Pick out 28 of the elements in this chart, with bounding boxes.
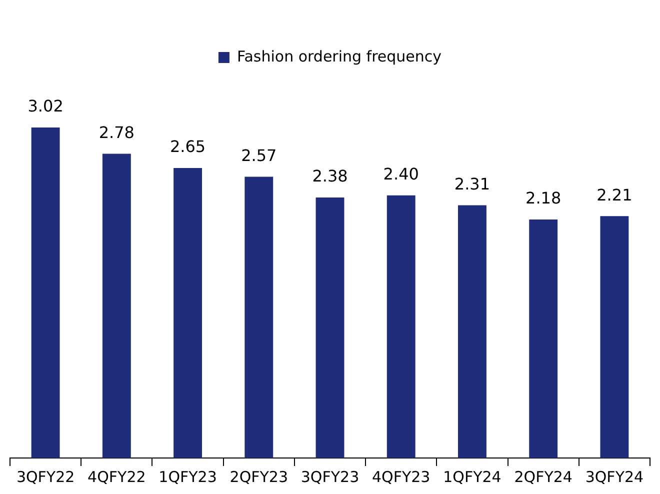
bar — [316, 198, 344, 458]
x-tick-label: 3QFY23 — [300, 468, 360, 486]
bar — [102, 154, 131, 458]
x-tick-label: 3QFY22 — [16, 468, 75, 486]
bar — [386, 195, 416, 458]
x-tick-label: 2QFY23 — [230, 468, 288, 486]
bar — [244, 176, 274, 458]
bar — [174, 168, 202, 458]
data-label: 2.21 — [596, 185, 632, 204]
x-tick-label: 1QFY23 — [158, 468, 217, 486]
bar — [458, 205, 486, 458]
data-label: 2.38 — [312, 166, 348, 186]
data-label: 2.78 — [98, 122, 134, 142]
x-tick-label: 2QFY24 — [514, 468, 572, 486]
bar — [600, 216, 629, 458]
legend-label: Fashion ordering frequency — [236, 47, 442, 66]
data-label: 2.31 — [454, 174, 490, 194]
data-label: 3.02 — [28, 96, 64, 116]
bar — [31, 128, 60, 458]
data-label: 2.18 — [526, 188, 562, 208]
data-label: 2.65 — [170, 137, 206, 156]
x-tick-label: 3QFY24 — [585, 468, 644, 486]
data-label: 2.40 — [383, 164, 419, 184]
bar — [529, 219, 558, 458]
x-tick-label: 4QFY23 — [372, 468, 430, 486]
data-label: 2.57 — [241, 146, 277, 165]
x-tick-label: 1QFY24 — [443, 468, 502, 486]
x-tick-label: 4QFY22 — [88, 468, 146, 486]
